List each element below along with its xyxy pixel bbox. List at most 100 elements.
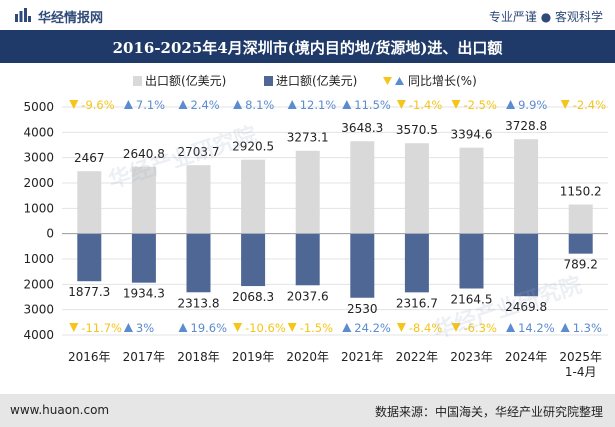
import-growth-label: -1.5% — [300, 321, 333, 335]
export-growth-up-icon — [506, 100, 516, 109]
import-bar — [459, 233, 484, 289]
brand-name: 华经情报网 — [38, 11, 104, 26]
import-bar — [404, 233, 429, 293]
export-growth-label: 11.5% — [354, 98, 391, 112]
export-value-label: 3394.6 — [451, 128, 493, 142]
import-value-label: 2316.7 — [396, 296, 438, 310]
export-bar — [295, 150, 320, 234]
export-value-label: 2467 — [74, 151, 105, 165]
export-growth-up-icon — [178, 100, 188, 109]
export-growth-label: 7.1% — [136, 98, 165, 112]
import-value-label: 1877.3 — [68, 285, 110, 299]
import-growth-down-icon — [233, 323, 243, 332]
x-tick-label: 2020年 — [286, 350, 329, 364]
export-bar — [404, 143, 429, 234]
title-bar: 2016-2025年4月深圳市(境内目的地/货源地)进、出口额 — [0, 30, 615, 63]
import-value-label: 2313.8 — [178, 296, 220, 310]
import-growth-down-icon — [287, 323, 297, 332]
export-value-label: 3648.3 — [341, 121, 383, 135]
export-bar — [131, 166, 156, 234]
import-bar — [241, 233, 266, 287]
import-growth-up-icon — [506, 323, 516, 332]
import-growth-label: 14.2% — [518, 321, 555, 335]
import-bar — [295, 233, 320, 286]
x-tick-label: 2022年 — [396, 350, 439, 364]
import-value-label: 1934.3 — [123, 287, 165, 301]
export-bar — [459, 147, 484, 234]
import-growth-up-icon — [123, 323, 133, 332]
export-value-label: 2703.7 — [178, 145, 220, 159]
import-growth-label: -6.3% — [464, 321, 497, 335]
import-value-label: 2530 — [347, 302, 378, 316]
export-growth-down-icon — [560, 100, 570, 109]
x-tick-label: 2019年 — [232, 350, 275, 364]
import-growth-label: 3% — [136, 321, 154, 335]
x-tick-label: 2017年 — [123, 350, 166, 364]
import-growth-down-icon — [451, 323, 461, 332]
import-growth-down-icon — [69, 323, 79, 332]
legend-label-export: 出口额(亿美元) — [145, 73, 226, 88]
import-growth-label: -10.6% — [245, 321, 286, 335]
y-tick-label: 0 — [46, 227, 54, 241]
x-tick-label: 2025年 — [559, 350, 602, 364]
data-source: 数据来源：中国海关，华经产业研究院整理 — [374, 405, 603, 419]
import-bar — [350, 233, 375, 298]
export-growth-label: 2.4% — [191, 98, 220, 112]
import-growth-up-icon — [560, 323, 570, 332]
y-tick-label: 3000 — [23, 303, 54, 317]
slogan: 专业严谨 ● 客观科学 — [488, 10, 603, 24]
import-bar — [514, 233, 539, 297]
x-tick-label: 2021年 — [341, 350, 384, 364]
export-growth-down-icon — [451, 100, 461, 109]
export-growth-label: 12.1% — [300, 98, 337, 112]
import-bar — [568, 233, 593, 254]
export-growth-up-icon — [233, 100, 243, 109]
import-bar — [186, 233, 211, 293]
y-tick-label: 5000 — [23, 100, 54, 114]
x-tick-label: 2018年 — [177, 350, 220, 364]
legend-growth-up-icon — [395, 77, 404, 85]
export-value-label: 1150.2 — [560, 185, 602, 199]
chart: 5000 4000 3000 2000 1000 0 1000 2000 3000 4000 出口额… — [23, 73, 608, 379]
x-tick-label: 2016年 — [68, 350, 111, 364]
export-growth-up-icon — [342, 100, 352, 109]
import-growth-label: 24.2% — [354, 321, 391, 335]
export-bar — [350, 141, 375, 234]
export-growth-label: 8.1% — [245, 98, 274, 112]
y-tick-label: 2000 — [23, 176, 54, 190]
x-tick-label: 1-4月 — [565, 365, 597, 379]
export-bar — [241, 159, 266, 234]
import-growth-label: 19.6% — [191, 321, 228, 335]
export-bar — [514, 139, 539, 234]
import-growth-up-icon — [342, 323, 352, 332]
footer: www.huaon.com 数据来源：中国海关，华经产业研究院整理 — [0, 394, 615, 427]
export-growth-up-icon — [123, 100, 133, 109]
export-growth-down-icon — [69, 100, 79, 109]
legend-label-growth: 同比增长(%) — [408, 74, 477, 88]
import-bar — [77, 233, 102, 282]
export-value-label: 2920.5 — [232, 140, 274, 154]
y-tick-label: 4000 — [23, 328, 54, 342]
y-tick-label: 4000 — [23, 125, 54, 139]
import-value-label: 2037.6 — [287, 289, 329, 303]
legend-label-import: 进口额(亿美元) — [276, 73, 357, 88]
legend-swatch-import — [264, 76, 273, 86]
chart-title: 2016-2025年4月深圳市(境内目的地/货源地)进、出口额 — [112, 39, 503, 57]
import-value-label: 789.2 — [564, 258, 598, 272]
export-growth-label: 9.9% — [518, 98, 547, 112]
export-value-label: 3273.1 — [287, 131, 329, 145]
legend-swatch-export — [133, 76, 142, 86]
export-value-label: 2640.8 — [123, 147, 165, 161]
header-bar: 华经情报网 专业严谨 ● 客观科学 — [0, 0, 615, 30]
export-growth-up-icon — [287, 100, 297, 109]
import-growth-label: -11.7% — [81, 321, 122, 335]
y-tick-label: 3000 — [23, 151, 54, 165]
import-growth-label: -8.4% — [409, 321, 442, 335]
site-url: www.huaon.com — [10, 403, 110, 417]
x-tick-label: 2024年 — [505, 350, 548, 364]
export-bar — [77, 171, 102, 234]
export-growth-label: -2.5% — [464, 98, 497, 112]
legend-growth-down-icon — [383, 77, 392, 85]
export-growth-label: -9.6% — [81, 98, 114, 112]
